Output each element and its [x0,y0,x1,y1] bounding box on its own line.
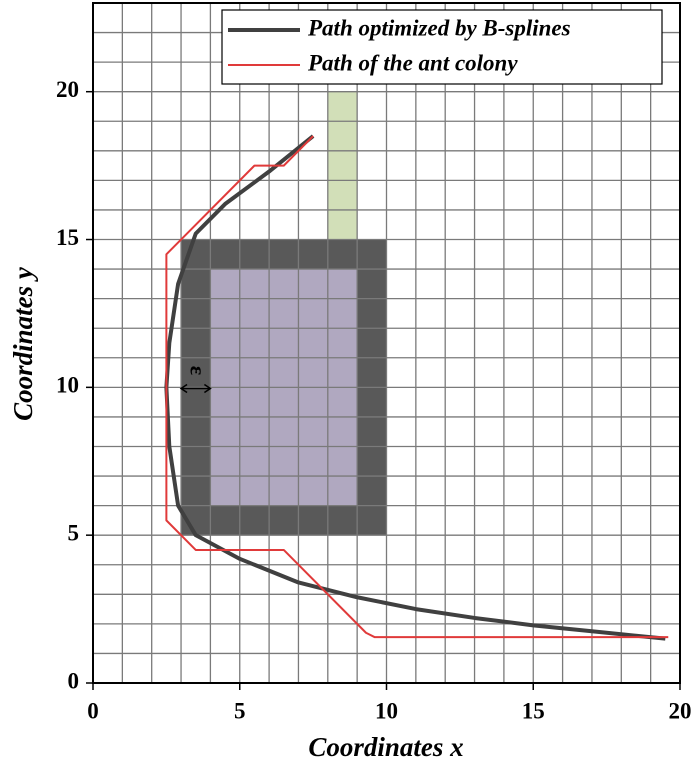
x-tick-label: 0 [87,698,99,723]
annotation-arrow [179,383,212,394]
x-tick-label: 5 [234,698,246,723]
series-line [165,135,669,639]
y-tick-label: 15 [56,225,79,250]
x-tick-label: 20 [669,698,692,723]
legend-label: Path of the ant colony [307,50,518,75]
x-axis-label: Coordinates x [308,732,463,762]
annotation: ε [186,366,211,375]
y-tick-label: 5 [68,520,80,545]
y-tick-label: 0 [68,668,80,693]
plot-frame [92,2,681,684]
y-axis-label: Coordinates y [8,266,38,421]
legend-label: Path optimized by B-splines [307,15,571,40]
legend-box [221,9,663,85]
x-tick-label: 15 [522,698,545,723]
obstacle-region [327,91,358,240]
y-tick-label: 20 [56,77,79,102]
x-tick-label: 10 [375,698,398,723]
y-tick-label: 10 [56,373,79,398]
series-line [164,134,666,641]
